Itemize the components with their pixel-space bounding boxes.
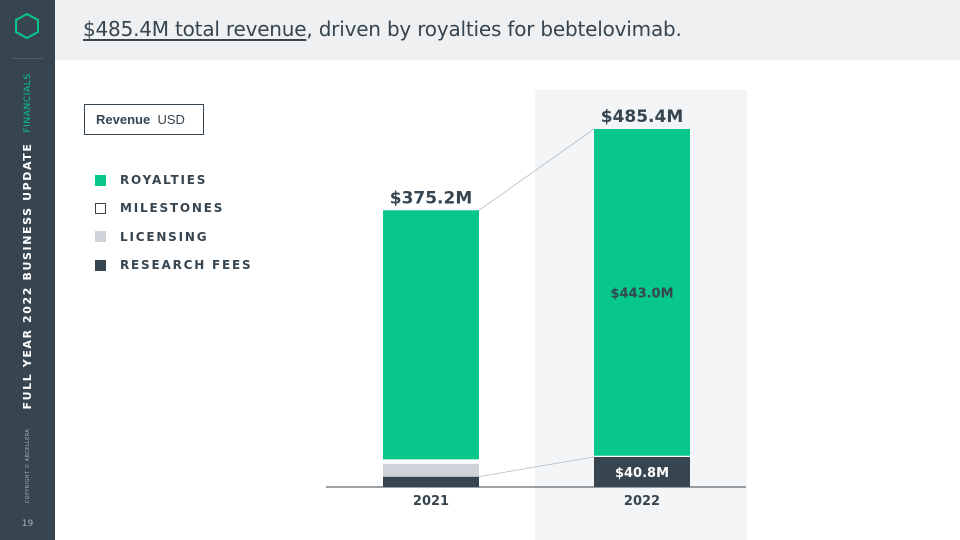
total-label-2022: $485.4M: [601, 107, 684, 127]
x-tick-label-2021: 2021: [413, 494, 449, 509]
legend-label-licensing: LICENSING: [120, 229, 209, 244]
legend-swatch-royalties: [95, 174, 106, 186]
sidebar-divider: [12, 58, 43, 59]
legend-label-research-fees: RESEARCH FEES: [120, 258, 253, 273]
bar-royalties-2021: [383, 210, 479, 460]
legend-item-research-fees: RESEARCH FEES: [95, 251, 252, 279]
legend-swatch-milestones: [95, 202, 106, 214]
title-rest: , driven by royalties for bebtelovimab.: [306, 17, 682, 41]
segment-label-royalties-2022: $443.0M: [610, 286, 673, 301]
legend-label-royalties: ROYALTIES: [120, 173, 208, 188]
hexagon-logo-icon: [15, 12, 39, 40]
total-label-2021: $375.2M: [390, 188, 473, 208]
bar-milestones-2021: [383, 459, 479, 464]
legend-swatch-research-fees: [95, 259, 106, 271]
legend-swatch-licensing: [95, 231, 106, 243]
bar-research-fees-2022: [594, 456, 690, 487]
unit-box-label: Revenue: [96, 112, 151, 127]
legend-item-royalties: ROYALTIES: [95, 166, 252, 194]
legend-label-milestones: MILESTONES: [120, 201, 225, 216]
bar-licensing-2021: [383, 463, 479, 477]
sidebar: FINANCIALS FULL YEAR 2022 BUSINESS UPDAT…: [0, 0, 55, 540]
legend-item-milestones: MILESTONES: [95, 194, 252, 222]
bar-royalties-2022: [594, 129, 690, 456]
title-highlight: $485.4M total revenue: [83, 17, 307, 41]
page-number: 19: [21, 519, 34, 529]
bar-research-fees-2021: [383, 476, 479, 487]
segment-label-research-fees-2022: $40.8M: [615, 466, 669, 481]
bar-milestones-2022: [594, 455, 690, 457]
x-tick-label-2022: 2022: [624, 494, 660, 509]
page-title: $485.4M total revenue, driven by royalti…: [83, 17, 682, 41]
connector-line-research-fees: [478, 456, 595, 478]
connector-line-total: [478, 128, 595, 211]
legend-item-licensing: LICENSING: [95, 223, 252, 251]
unit-box-unit: USD: [157, 112, 185, 127]
chart-legend: ROYALTIES MILESTONES LICENSING RESEARCH …: [95, 166, 252, 279]
unit-box: Revenue USD: [84, 104, 204, 135]
header-bar: $485.4M total revenue, driven by royalti…: [55, 0, 960, 60]
